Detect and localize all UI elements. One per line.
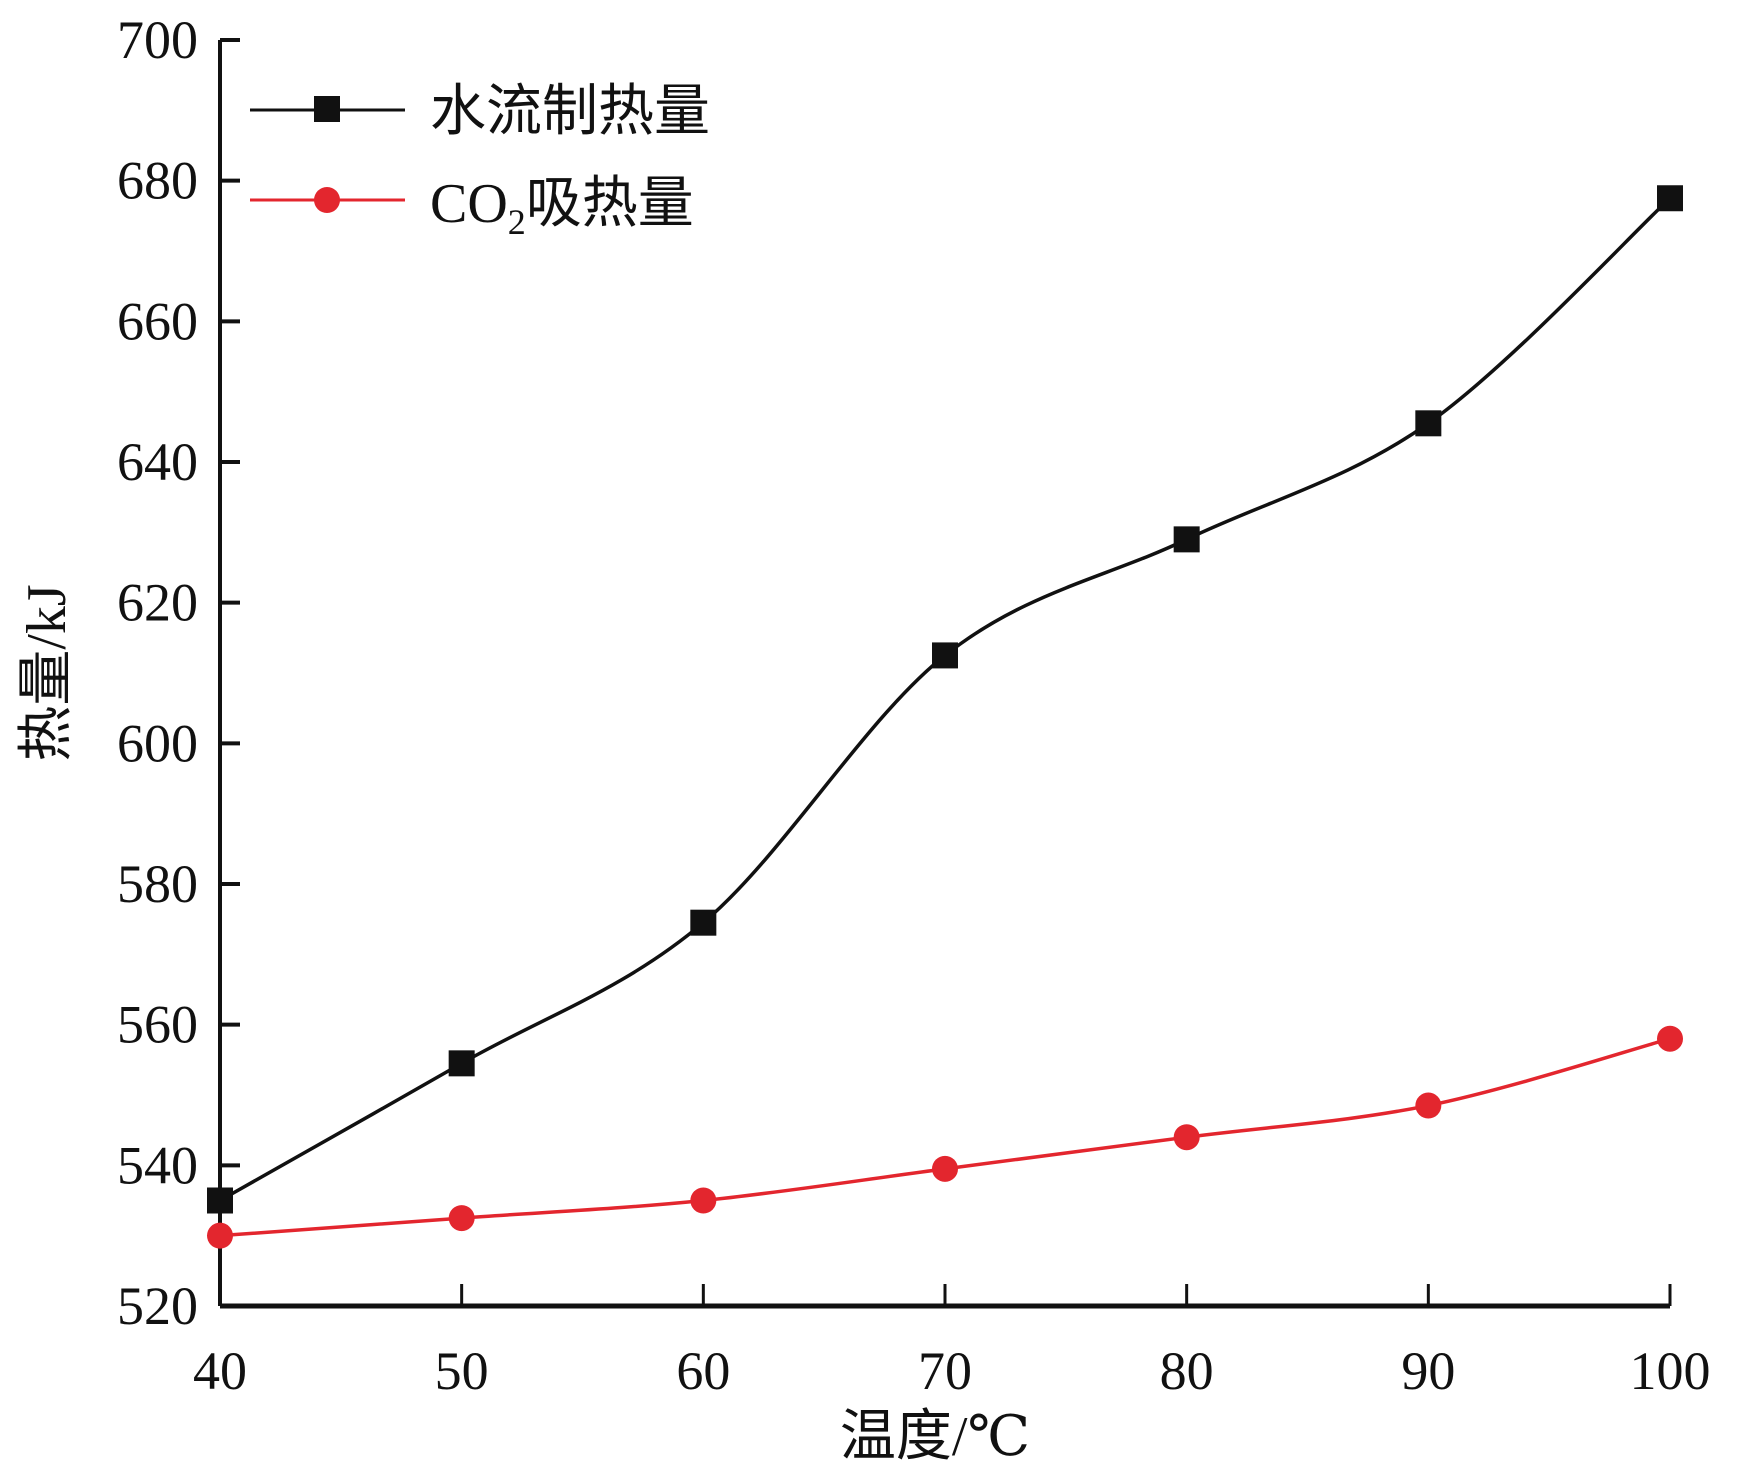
legend-marker-circle-icon <box>314 187 340 213</box>
data-point-circle <box>1415 1092 1442 1119</box>
y-tick-label: 540 <box>117 1135 198 1195</box>
legend-co2-main: CO <box>430 173 508 235</box>
data-point-circle <box>1173 1124 1200 1151</box>
y-tick-label: 680 <box>117 151 198 211</box>
y-tick-label: 660 <box>117 291 198 351</box>
data-point-square <box>690 909 717 936</box>
x-tick-label: 70 <box>918 1341 972 1401</box>
x-axis-label: 温度/℃ <box>840 1406 1030 1468</box>
data-point-circle <box>1657 1025 1683 1052</box>
legend-label-co2: CO2吸热量 <box>430 173 694 242</box>
x-tick-label: 90 <box>1401 1341 1455 1401</box>
y-tick-label: 520 <box>117 1276 198 1336</box>
data-point-square <box>1657 185 1683 212</box>
y-tick-label: 620 <box>117 573 198 633</box>
x-tick-label: 40 <box>193 1341 247 1401</box>
axes: 520 540 560 580 600 620 640 660 680 700 40 50 60 70 80… <box>117 10 1711 1401</box>
data-point-circle <box>207 1222 233 1249</box>
y-axis-label: 热量/kJ <box>16 584 78 761</box>
y-tick-label: 640 <box>117 432 198 492</box>
data-point-square <box>207 1187 233 1214</box>
data-point-square <box>932 642 958 669</box>
x-tick-label: 100 <box>1630 1341 1711 1401</box>
series-line-0 <box>219 196 1672 1203</box>
data-point-square <box>448 1050 475 1077</box>
data-point-square <box>1415 410 1442 437</box>
legend-marker-square-icon <box>314 96 340 122</box>
data-point-square <box>1173 526 1200 553</box>
y-tick-label: 600 <box>117 713 198 773</box>
legend: 水流制热量 CO2吸热量 <box>250 81 710 242</box>
data-point-circle <box>932 1155 958 1182</box>
x-tick-label: 60 <box>676 1341 730 1401</box>
x-tick-label: 80 <box>1160 1341 1214 1401</box>
data-point-circle <box>690 1187 717 1214</box>
y-tick-label: 700 <box>117 10 198 70</box>
legend-co2-sub: 2 <box>508 202 526 242</box>
legend-label-water: 水流制热量 <box>430 81 710 143</box>
series-layer <box>207 185 1683 1249</box>
x-tick-label: 50 <box>435 1341 489 1401</box>
data-point-circle <box>448 1205 475 1232</box>
y-tick-label: 560 <box>117 995 198 1055</box>
legend-co2-rest: 吸热量 <box>526 173 694 235</box>
series-line-1 <box>219 1037 1671 1238</box>
y-tick-label: 580 <box>117 854 198 914</box>
